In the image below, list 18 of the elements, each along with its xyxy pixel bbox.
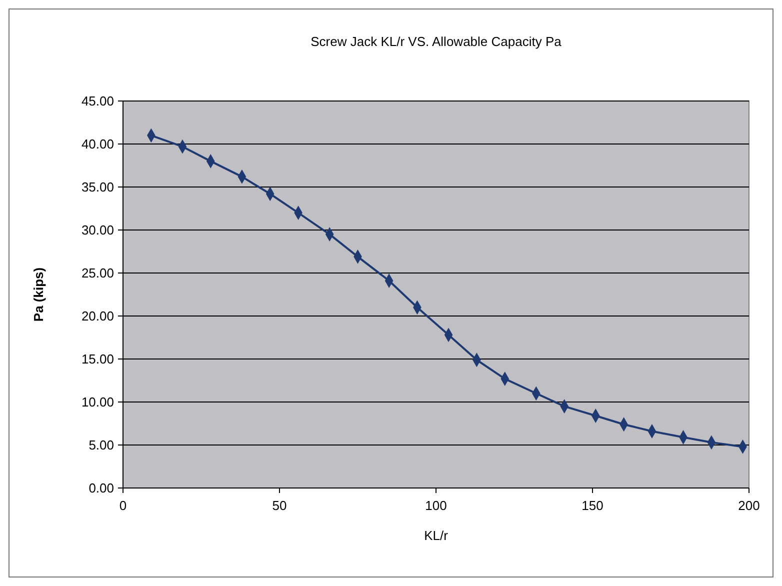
y-tick-label: 40.00: [81, 136, 114, 152]
y-tick-label: 15.00: [81, 352, 114, 367]
x-tick-label: 0: [119, 498, 127, 513]
y-tick-label: 30.00: [81, 222, 114, 238]
y-tick-label: 20.00: [81, 308, 114, 324]
y-axis-title: Pa (kips): [31, 267, 46, 322]
y-tick-label: 10.00: [81, 394, 114, 410]
x-axis-title: KL/r: [424, 528, 449, 543]
y-tick-label: 25.00: [81, 266, 114, 281]
y-tick-label: 0.00: [88, 480, 114, 496]
x-tick-label: 200: [738, 498, 760, 513]
x-tick-label: 50: [272, 498, 287, 513]
y-tick-label: 35.00: [81, 180, 114, 195]
chart-title: Screw Jack KL/r VS. Allowable Capacity Pa: [310, 34, 562, 49]
x-tick-label: 100: [425, 498, 447, 513]
y-tick-label: 45.00: [81, 94, 114, 109]
y-tick-label: 5.00: [88, 438, 114, 453]
x-tick-label: 150: [582, 498, 604, 513]
